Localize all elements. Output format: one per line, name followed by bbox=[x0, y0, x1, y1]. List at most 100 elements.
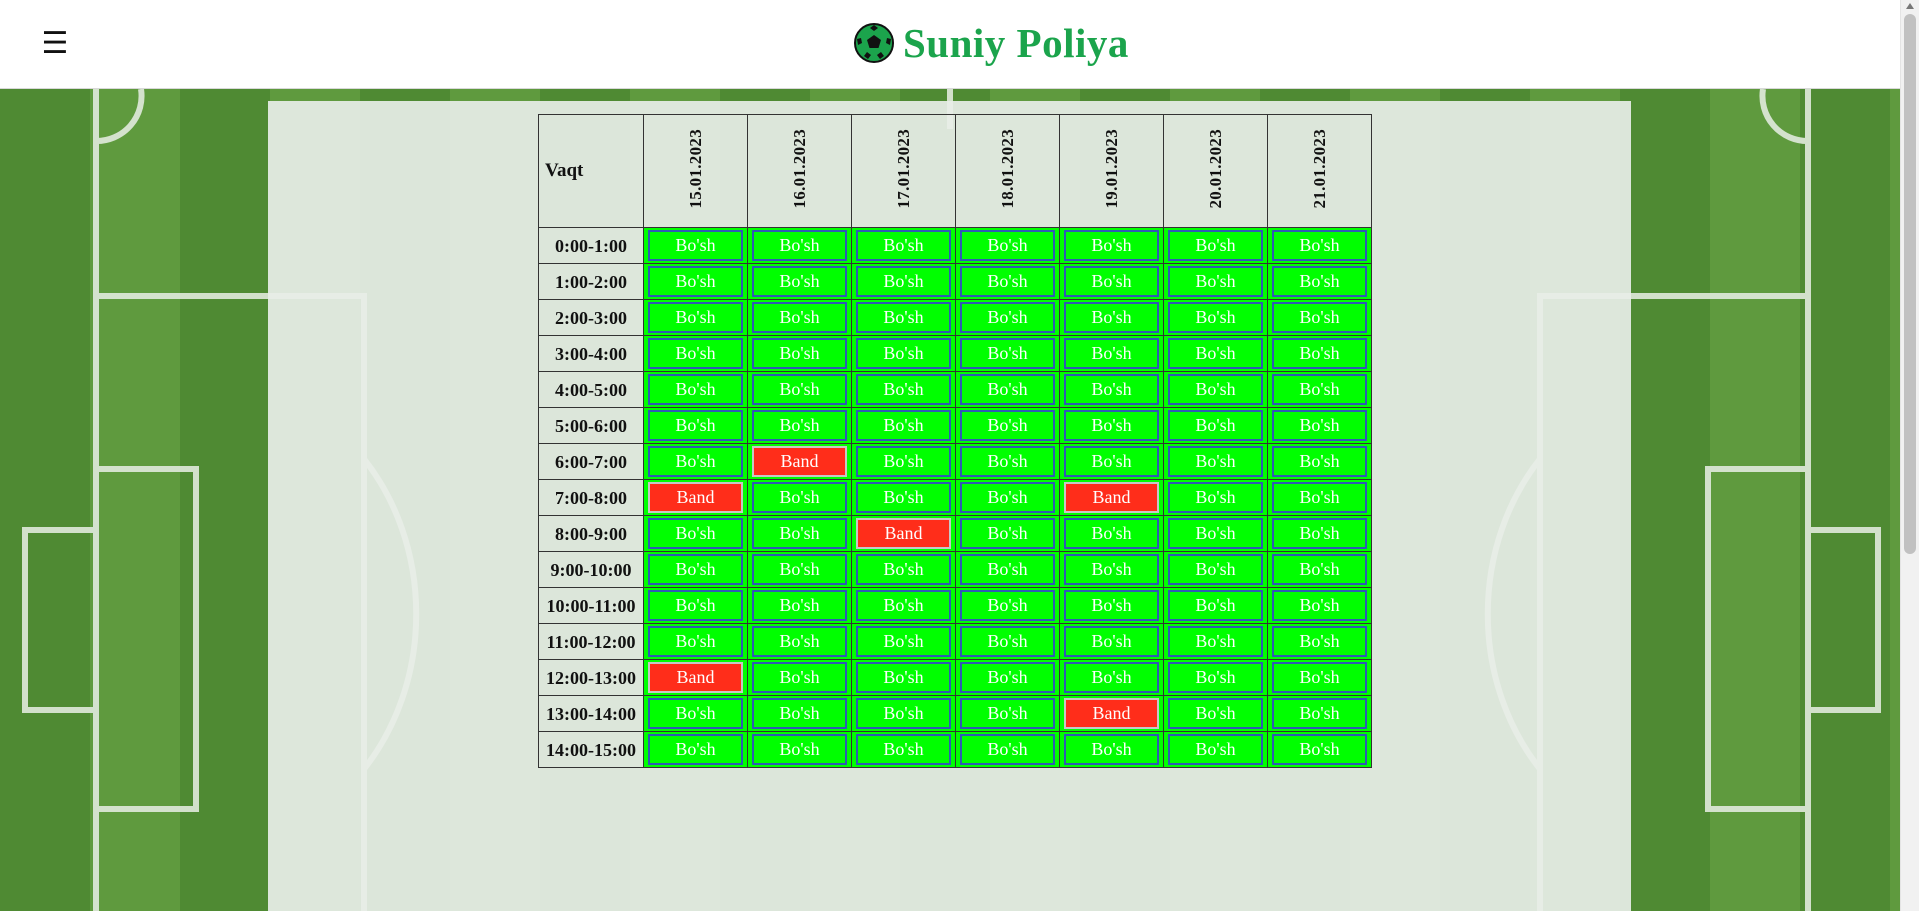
slot-free-button[interactable]: Bo'sh bbox=[960, 626, 1055, 657]
slot-free-button[interactable]: Bo'sh bbox=[1064, 446, 1159, 477]
slot-busy-button[interactable]: Band bbox=[1064, 698, 1159, 729]
scrollbar-thumb[interactable] bbox=[1904, 14, 1916, 554]
slot-free-button[interactable]: Bo'sh bbox=[1272, 662, 1367, 693]
slot-free-button[interactable]: Bo'sh bbox=[960, 302, 1055, 333]
slot-free-button[interactable]: Bo'sh bbox=[1272, 554, 1367, 585]
slot-free-button[interactable]: Bo'sh bbox=[752, 698, 847, 729]
slot-free-button[interactable]: Bo'sh bbox=[960, 446, 1055, 477]
slot-free-button[interactable]: Bo'sh bbox=[1064, 266, 1159, 297]
slot-free-button[interactable]: Bo'sh bbox=[856, 626, 951, 657]
slot-free-button[interactable]: Bo'sh bbox=[856, 734, 951, 765]
slot-free-button[interactable]: Bo'sh bbox=[1168, 374, 1263, 405]
slot-free-button[interactable]: Bo'sh bbox=[752, 482, 847, 513]
slot-free-button[interactable]: Bo'sh bbox=[1272, 482, 1367, 513]
slot-free-button[interactable]: Bo'sh bbox=[960, 590, 1055, 621]
slot-busy-button[interactable]: Band bbox=[648, 662, 743, 693]
slot-free-button[interactable]: Bo'sh bbox=[648, 266, 743, 297]
slot-free-button[interactable]: Bo'sh bbox=[856, 554, 951, 585]
slot-free-button[interactable]: Bo'sh bbox=[648, 626, 743, 657]
slot-free-button[interactable]: Bo'sh bbox=[856, 662, 951, 693]
slot-free-button[interactable]: Bo'sh bbox=[856, 590, 951, 621]
slot-free-button[interactable]: Bo'sh bbox=[648, 734, 743, 765]
slot-free-button[interactable]: Bo'sh bbox=[960, 554, 1055, 585]
slot-free-button[interactable]: Bo'sh bbox=[648, 374, 743, 405]
slot-free-button[interactable]: Bo'sh bbox=[960, 518, 1055, 549]
slot-free-button[interactable]: Bo'sh bbox=[648, 446, 743, 477]
slot-free-button[interactable]: Bo'sh bbox=[1168, 338, 1263, 369]
slot-free-button[interactable]: Bo'sh bbox=[856, 374, 951, 405]
slot-free-button[interactable]: Bo'sh bbox=[1168, 590, 1263, 621]
slot-free-button[interactable]: Bo'sh bbox=[1168, 554, 1263, 585]
slot-free-button[interactable]: Bo'sh bbox=[648, 230, 743, 261]
slot-free-button[interactable]: Bo'sh bbox=[1064, 734, 1159, 765]
slot-free-button[interactable]: Bo'sh bbox=[1168, 734, 1263, 765]
slot-free-button[interactable]: Bo'sh bbox=[752, 302, 847, 333]
slot-free-button[interactable]: Bo'sh bbox=[856, 482, 951, 513]
slot-free-button[interactable]: Bo'sh bbox=[960, 266, 1055, 297]
slot-free-button[interactable]: Bo'sh bbox=[1064, 554, 1159, 585]
slot-free-button[interactable]: Bo'sh bbox=[960, 338, 1055, 369]
slot-busy-button[interactable]: Band bbox=[752, 446, 847, 477]
slot-free-button[interactable]: Bo'sh bbox=[960, 410, 1055, 441]
slot-free-button[interactable]: Bo'sh bbox=[856, 302, 951, 333]
slot-free-button[interactable]: Bo'sh bbox=[752, 662, 847, 693]
slot-free-button[interactable]: Bo'sh bbox=[856, 338, 951, 369]
slot-free-button[interactable]: Bo'sh bbox=[1064, 590, 1159, 621]
slot-free-button[interactable]: Bo'sh bbox=[1168, 302, 1263, 333]
slot-busy-button[interactable]: Band bbox=[1064, 482, 1159, 513]
slot-free-button[interactable]: Bo'sh bbox=[752, 410, 847, 441]
slot-free-button[interactable]: Bo'sh bbox=[1272, 590, 1367, 621]
hamburger-menu-icon[interactable]: ☰ bbox=[41, 26, 69, 61]
slot-free-button[interactable]: Bo'sh bbox=[752, 374, 847, 405]
slot-free-button[interactable]: Bo'sh bbox=[752, 734, 847, 765]
slot-free-button[interactable]: Bo'sh bbox=[1272, 230, 1367, 261]
slot-free-button[interactable]: Bo'sh bbox=[1064, 410, 1159, 441]
slot-busy-button[interactable]: Band bbox=[648, 482, 743, 513]
slot-free-button[interactable]: Bo'sh bbox=[1272, 338, 1367, 369]
slot-free-button[interactable]: Bo'sh bbox=[856, 698, 951, 729]
slot-busy-button[interactable]: Band bbox=[856, 518, 951, 549]
slot-free-button[interactable]: Bo'sh bbox=[1064, 662, 1159, 693]
slot-free-button[interactable]: Bo'sh bbox=[648, 302, 743, 333]
slot-free-button[interactable]: Bo'sh bbox=[1168, 518, 1263, 549]
slot-free-button[interactable]: Bo'sh bbox=[752, 338, 847, 369]
slot-free-button[interactable]: Bo'sh bbox=[1064, 338, 1159, 369]
slot-free-button[interactable]: Bo'sh bbox=[856, 230, 951, 261]
slot-free-button[interactable]: Bo'sh bbox=[960, 374, 1055, 405]
slot-free-button[interactable]: Bo'sh bbox=[1272, 410, 1367, 441]
slot-free-button[interactable]: Bo'sh bbox=[960, 482, 1055, 513]
slot-free-button[interactable]: Bo'sh bbox=[648, 590, 743, 621]
slot-free-button[interactable]: Bo'sh bbox=[1168, 698, 1263, 729]
slot-free-button[interactable]: Bo'sh bbox=[1272, 518, 1367, 549]
brand-logo[interactable]: Suniy Poliya bbox=[854, 18, 1129, 68]
slot-free-button[interactable]: Bo'sh bbox=[752, 266, 847, 297]
slot-free-button[interactable]: Bo'sh bbox=[1064, 626, 1159, 657]
slot-free-button[interactable]: Bo'sh bbox=[648, 554, 743, 585]
slot-free-button[interactable]: Bo'sh bbox=[960, 662, 1055, 693]
slot-free-button[interactable]: Bo'sh bbox=[1168, 626, 1263, 657]
slot-free-button[interactable]: Bo'sh bbox=[1168, 446, 1263, 477]
slot-free-button[interactable]: Bo'sh bbox=[1064, 230, 1159, 261]
slot-free-button[interactable]: Bo'sh bbox=[1272, 374, 1367, 405]
vertical-scrollbar[interactable] bbox=[1900, 0, 1919, 911]
slot-free-button[interactable]: Bo'sh bbox=[648, 518, 743, 549]
slot-free-button[interactable]: Bo'sh bbox=[960, 698, 1055, 729]
slot-free-button[interactable]: Bo'sh bbox=[1168, 230, 1263, 261]
slot-free-button[interactable]: Bo'sh bbox=[648, 410, 743, 441]
slot-free-button[interactable]: Bo'sh bbox=[648, 338, 743, 369]
slot-free-button[interactable]: Bo'sh bbox=[856, 410, 951, 441]
slot-free-button[interactable]: Bo'sh bbox=[1272, 626, 1367, 657]
slot-free-button[interactable]: Bo'sh bbox=[1272, 266, 1367, 297]
slot-free-button[interactable]: Bo'sh bbox=[960, 734, 1055, 765]
slot-free-button[interactable]: Bo'sh bbox=[1064, 374, 1159, 405]
slot-free-button[interactable]: Bo'sh bbox=[752, 590, 847, 621]
slot-free-button[interactable]: Bo'sh bbox=[856, 266, 951, 297]
scroll-up-arrow-icon[interactable] bbox=[1906, 3, 1914, 9]
slot-free-button[interactable]: Bo'sh bbox=[1272, 302, 1367, 333]
slot-free-button[interactable]: Bo'sh bbox=[1064, 302, 1159, 333]
slot-free-button[interactable]: Bo'sh bbox=[960, 230, 1055, 261]
slot-free-button[interactable]: Bo'sh bbox=[1272, 698, 1367, 729]
slot-free-button[interactable]: Bo'sh bbox=[1168, 482, 1263, 513]
slot-free-button[interactable]: Bo'sh bbox=[648, 698, 743, 729]
slot-free-button[interactable]: Bo'sh bbox=[1168, 266, 1263, 297]
